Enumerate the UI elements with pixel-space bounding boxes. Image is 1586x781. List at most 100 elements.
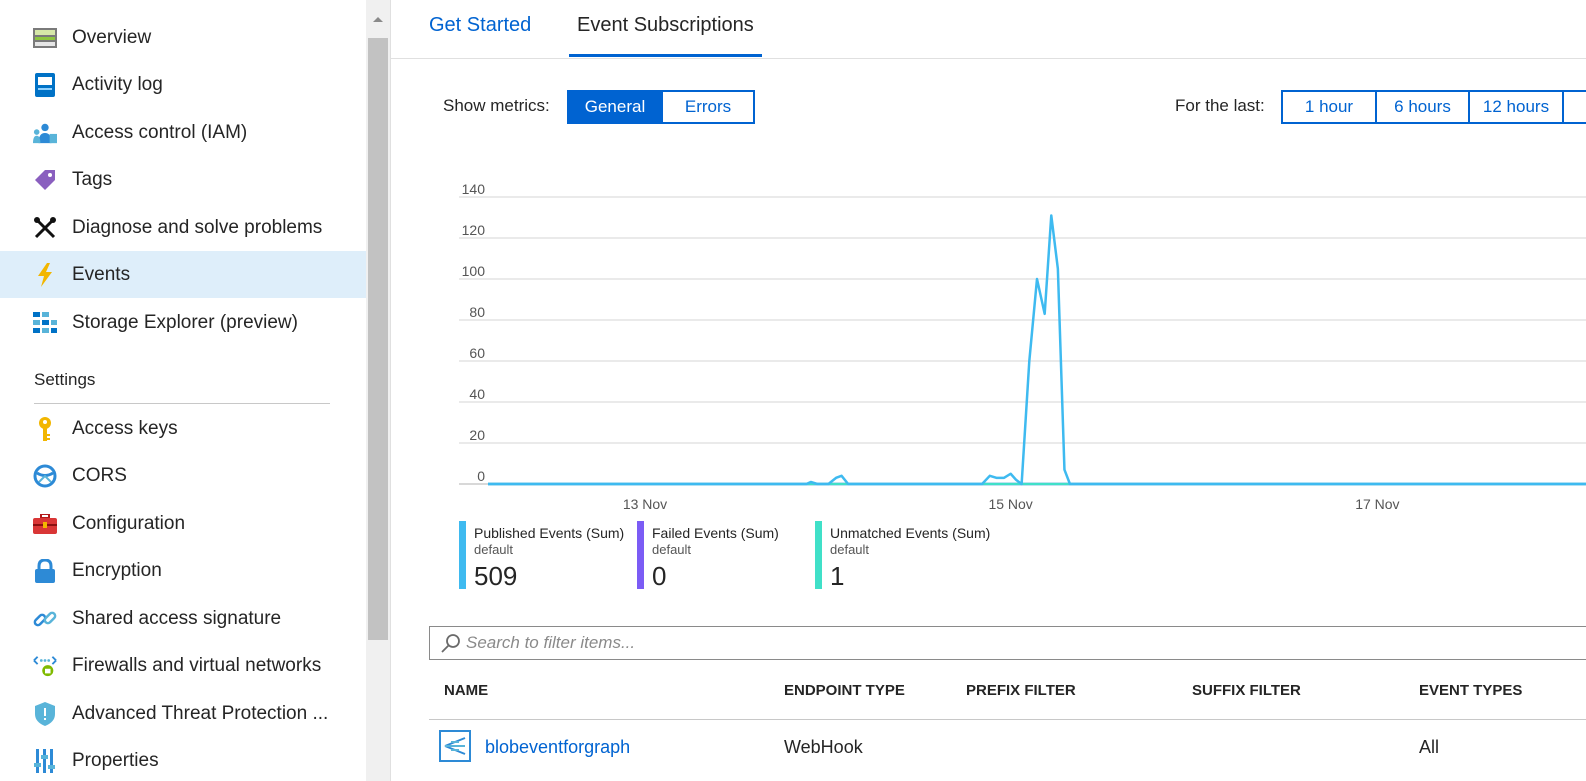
sidebar-item-encryption[interactable]: Encryption xyxy=(0,547,366,594)
y-tick-label: 140 xyxy=(462,181,486,197)
legend-title: Unmatched Events (Sum) xyxy=(830,525,991,541)
y-tick-label: 40 xyxy=(469,386,485,402)
main-content: Get Started Event Subscriptions Show met… xyxy=(391,0,1586,781)
metrics-errors-button[interactable]: Errors xyxy=(661,90,755,124)
show-metrics-label: Show metrics: xyxy=(443,96,550,115)
y-tick-label: 80 xyxy=(469,304,485,320)
time-range-1-hour-button[interactable]: 1 hour xyxy=(1281,90,1377,124)
sidebar-item-firewalls[interactable]: Firewalls and virtual networks xyxy=(0,642,366,689)
column-header-suffix-filter: SUFFIX FILTER xyxy=(1192,682,1301,699)
legend-unmatched-events: Unmatched Events (Sum) default 1 xyxy=(815,521,1005,591)
column-header-endpoint-type: ENDPOINT TYPE xyxy=(784,682,905,699)
sidebar-item-label: Firewalls and virtual networks xyxy=(72,654,322,676)
legend-subtitle: default xyxy=(830,542,870,557)
search-input[interactable] xyxy=(466,629,1566,657)
legend-title: Failed Events (Sum) xyxy=(652,525,779,541)
tab-event-subscriptions[interactable]: Event Subscriptions xyxy=(577,14,754,36)
legend-value: 1 xyxy=(830,561,845,591)
y-tick-label: 60 xyxy=(469,345,485,361)
legend-color-bar xyxy=(637,521,644,589)
x-tick-label: 13 Nov xyxy=(623,496,667,512)
link-icon xyxy=(33,607,57,631)
sidebar-item-label: Access keys xyxy=(72,417,178,439)
table-header-divider xyxy=(429,719,1586,720)
sidebar-item-configuration[interactable]: Configuration xyxy=(0,500,366,547)
activity-log-icon xyxy=(33,72,57,97)
sidebar-item-advanced-threat-protection[interactable]: Advanced Threat Protection ... xyxy=(0,690,366,737)
time-range-12-hours-button[interactable]: 12 hours xyxy=(1468,90,1564,124)
sidebar-item-access-control[interactable]: Access control (IAM) xyxy=(0,109,366,156)
sidebar-item-activity-log[interactable]: Activity log xyxy=(0,61,366,108)
y-tick-label: 20 xyxy=(469,427,485,443)
legend-value: 0 xyxy=(652,561,667,591)
sidebar-item-label: Encryption xyxy=(72,559,162,581)
settings-section-header: Settings xyxy=(34,370,96,389)
sidebar-item-access-keys[interactable]: Access keys xyxy=(0,405,366,452)
time-range-label: For the last: xyxy=(1175,96,1265,115)
tab-get-started[interactable]: Get Started xyxy=(429,14,532,36)
sidebar-item-label: Properties xyxy=(72,749,159,771)
panel-divider xyxy=(390,0,391,781)
sidebar: Overview Activity log Access control (IA… xyxy=(0,0,366,781)
overview-icon xyxy=(33,26,57,50)
time-range-6-hours-button[interactable]: 6 hours xyxy=(1375,90,1470,124)
sidebar-item-label: Overview xyxy=(72,26,152,48)
storage-explorer-icon xyxy=(33,311,57,335)
scroll-up-arrow-icon[interactable] xyxy=(366,14,390,30)
column-header-name: NAME xyxy=(444,682,489,699)
sidebar-item-events[interactable]: Events xyxy=(0,251,366,298)
x-tick-label: 17 Nov xyxy=(1355,496,1399,512)
column-header-prefix-filter: PREFIX FILTER xyxy=(966,682,1076,699)
column-header-event-types: EVENT TYPES xyxy=(1419,682,1523,699)
lightning-icon xyxy=(33,262,57,287)
time-range-more-button[interactable] xyxy=(1562,90,1586,124)
y-tick-label: 0 xyxy=(477,468,485,484)
toolbox-icon xyxy=(33,512,57,536)
shield-icon xyxy=(33,701,57,726)
sidebar-item-overview[interactable]: Overview xyxy=(0,14,366,61)
legend-color-bar xyxy=(459,521,466,589)
search-box[interactable] xyxy=(429,626,1586,660)
sidebar-item-label: Tags xyxy=(72,168,113,190)
cell-event-types: All xyxy=(1419,737,1440,757)
x-tick-label: 15 Nov xyxy=(988,496,1032,512)
sidebar-item-label: Shared access signature xyxy=(72,607,282,629)
wrench-icon xyxy=(33,216,57,240)
key-icon xyxy=(33,416,57,441)
events-line-chart: 0 20 40 60 80 100 120 140 13 Nov 15 Nov 17 Nov xyxy=(459,181,1586,512)
event-grid-icon xyxy=(439,730,471,762)
sidebar-item-shared-access-signature[interactable]: Shared access signature xyxy=(0,595,366,642)
subscription-name-link[interactable]: blobeventforgraph xyxy=(485,737,631,757)
legend-subtitle: default xyxy=(474,542,514,557)
active-tab-indicator xyxy=(569,54,762,57)
access-control-icon xyxy=(33,121,57,145)
scrollbar-thumb[interactable] xyxy=(368,38,388,640)
sidebar-scrollbar[interactable] xyxy=(366,0,390,781)
legend-value: 509 xyxy=(474,561,518,591)
sidebar-item-label: Configuration xyxy=(72,512,186,534)
cell-endpoint-type: WebHook xyxy=(784,737,863,757)
series-line-published-events-sum xyxy=(488,214,1586,486)
sidebar-item-label: Advanced Threat Protection ... xyxy=(72,702,329,724)
properties-icon xyxy=(33,748,57,773)
tabs-divider xyxy=(391,58,1586,59)
sidebar-item-label: Activity log xyxy=(72,73,163,95)
legend-failed-events: Failed Events (Sum) default 0 xyxy=(637,521,807,591)
legend-title: Published Events (Sum) xyxy=(474,525,625,541)
sidebar-item-diagnose[interactable]: Diagnose and solve problems xyxy=(0,204,366,251)
legend-subtitle: default xyxy=(652,542,692,557)
section-divider xyxy=(34,403,330,404)
y-tick-label: 100 xyxy=(462,263,486,279)
firewall-icon xyxy=(33,654,57,678)
legend-color-bar xyxy=(815,521,822,589)
sidebar-item-cors[interactable]: CORS xyxy=(0,452,366,499)
sidebar-item-label: Storage Explorer (preview) xyxy=(72,311,298,333)
metrics-general-button[interactable]: General xyxy=(567,90,663,124)
sidebar-item-tags[interactable]: Tags xyxy=(0,156,366,203)
legend-published-events: Published Events (Sum) default 509 xyxy=(459,521,629,591)
sidebar-item-label: Access control (IAM) xyxy=(72,121,248,143)
sidebar-item-label: Events xyxy=(72,263,131,285)
sidebar-item-storage-explorer[interactable]: Storage Explorer (preview) xyxy=(0,299,366,346)
tag-icon xyxy=(33,168,57,192)
sidebar-item-properties[interactable]: Properties xyxy=(0,737,366,781)
